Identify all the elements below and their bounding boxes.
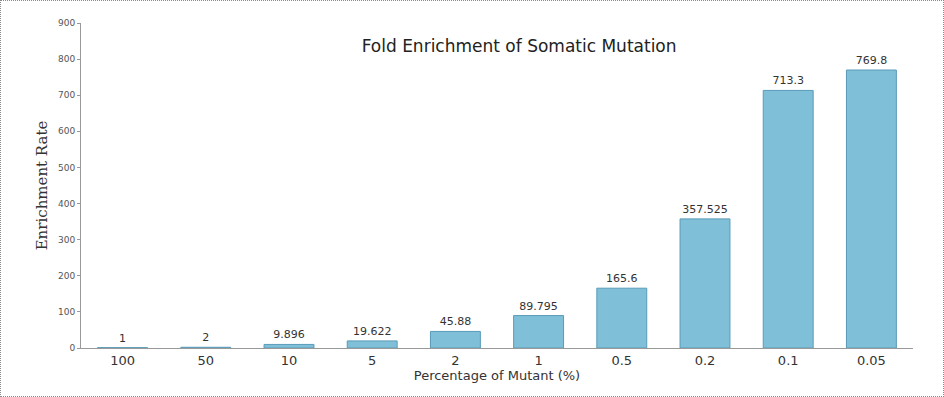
svg-text:1: 1 [119,332,126,345]
svg-text:45.88: 45.88 [440,315,472,328]
svg-text:1: 1 [534,353,542,368]
svg-text:2: 2 [451,353,459,368]
svg-text:10: 10 [281,353,298,368]
svg-text:769.8: 769.8 [856,54,888,67]
svg-text:300: 300 [58,235,75,245]
svg-text:600: 600 [58,126,75,136]
svg-text:0.5: 0.5 [611,353,632,368]
svg-text:19.622: 19.622 [353,325,392,338]
svg-text:0: 0 [69,343,75,353]
svg-text:100: 100 [58,307,75,317]
svg-text:713.3: 713.3 [772,74,804,87]
svg-text:500: 500 [58,163,75,173]
svg-text:700: 700 [58,90,75,100]
svg-text:50: 50 [198,353,215,368]
svg-text:400: 400 [58,199,75,209]
svg-text:Fold Enrichment of Somatic Mut: Fold Enrichment of Somatic Mutation [362,36,677,56]
svg-text:Percentage of Mutant (%): Percentage of Mutant (%) [414,368,580,383]
svg-text:800: 800 [58,54,75,64]
svg-text:165.6: 165.6 [606,272,638,285]
svg-text:200: 200 [58,271,75,281]
svg-text:0.1: 0.1 [778,353,799,368]
svg-text:100: 100 [110,353,135,368]
svg-text:357.525: 357.525 [682,203,728,216]
svg-text:89.795: 89.795 [519,300,558,313]
svg-text:0.05: 0.05 [857,353,886,368]
svg-text:5: 5 [368,353,376,368]
svg-text:0.2: 0.2 [695,353,716,368]
svg-text:9.896: 9.896 [273,328,305,341]
svg-text:2: 2 [202,331,209,344]
svg-text:900: 900 [58,18,75,28]
svg-text:Enrichment Rate: Enrichment Rate [33,121,51,251]
